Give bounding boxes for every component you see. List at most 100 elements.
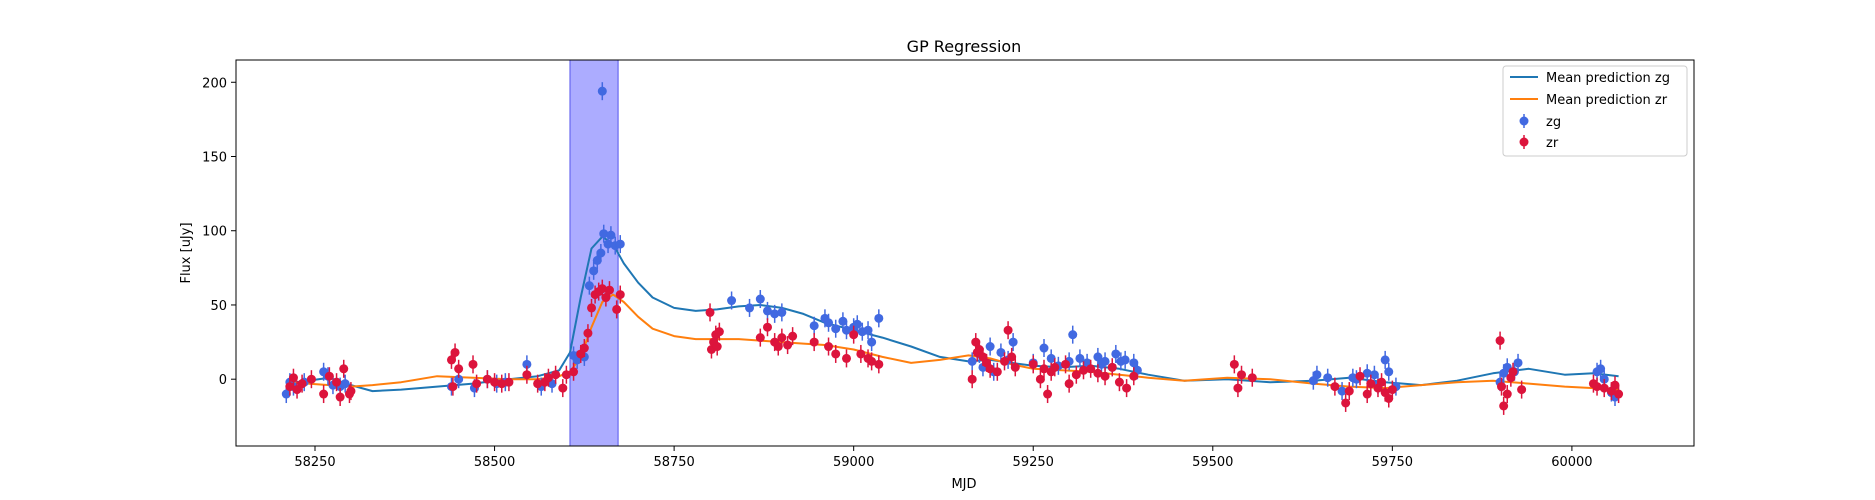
- data-point-zr: [558, 379, 568, 398]
- data-point-zr: [1039, 359, 1049, 378]
- data-point-zg: [589, 261, 599, 280]
- data-point-zr: [1035, 370, 1045, 389]
- data-point-zg: [996, 343, 1006, 362]
- data-point-zr: [612, 300, 622, 319]
- x-axis-label: MJD: [951, 477, 976, 492]
- data-point-zr: [346, 382, 356, 401]
- data-point-zg: [824, 313, 834, 332]
- data-point-zr: [1100, 367, 1110, 386]
- data-point-zr: [454, 359, 464, 378]
- data-point-zg: [745, 298, 755, 317]
- data-point-zg: [596, 244, 606, 262]
- data-point-zr: [867, 352, 877, 371]
- data-point-zr: [561, 365, 571, 384]
- data-point-zr: [285, 377, 295, 396]
- data-point-zr: [809, 333, 819, 352]
- data-point-zg: [1312, 365, 1322, 384]
- data-point-zr: [1610, 376, 1620, 395]
- data-point-zr: [1366, 374, 1376, 393]
- data-point-zr: [841, 349, 851, 368]
- data-point-zr: [579, 339, 589, 358]
- data-point-zg: [727, 291, 737, 310]
- data-point-zr: [788, 327, 798, 346]
- data-point-zr: [497, 374, 507, 393]
- data-point-zr: [1229, 355, 1239, 374]
- data-point-zr: [297, 374, 307, 393]
- data-point-zr: [1233, 379, 1243, 398]
- data-point-zr: [1592, 377, 1602, 396]
- data-point-zr: [450, 343, 460, 362]
- plot-area: [281, 59, 1624, 447]
- data-point-zr: [1517, 380, 1527, 399]
- data-point-zr: [831, 344, 841, 363]
- data-point-zr: [587, 298, 597, 317]
- data-point-zg: [1362, 364, 1372, 383]
- data-point-zr: [1079, 361, 1089, 380]
- data-point-zr: [335, 388, 345, 407]
- data-point-zr: [306, 370, 316, 389]
- data-point-zr: [597, 279, 607, 298]
- data-point-zr: [1086, 359, 1096, 378]
- data-point-zr: [1000, 352, 1010, 371]
- data-point-zr: [762, 318, 772, 337]
- data-point-zr: [448, 377, 458, 396]
- data-point-zr: [1499, 396, 1509, 415]
- data-point-zr: [967, 370, 977, 389]
- data-point-zr: [1495, 331, 1505, 350]
- data-point-zr: [615, 285, 625, 304]
- data-point-zr: [1061, 355, 1071, 374]
- data-point-zg: [1513, 353, 1523, 372]
- chart-title: GP Regression: [907, 37, 1022, 56]
- data-point-zr: [324, 367, 334, 386]
- data-point-zg: [841, 321, 851, 340]
- data-point-zr: [1508, 362, 1518, 381]
- legend: Mean prediction zg Mean prediction zr zg…: [1502, 65, 1688, 157]
- data-point-zr: [1129, 367, 1139, 386]
- data-point-zg: [985, 337, 995, 356]
- x-tick-label: 59500: [1192, 455, 1233, 470]
- data-point-zr: [1071, 365, 1081, 384]
- legend-label-mean-zr: Mean prediction zr: [1546, 93, 1668, 108]
- data-point-zr: [1028, 355, 1038, 374]
- data-point-zr: [712, 337, 722, 356]
- y-tick-label: 100: [202, 225, 227, 240]
- data-point-zr: [777, 328, 787, 347]
- series-points-zr: [285, 279, 1624, 415]
- data-point-zr: [288, 368, 298, 387]
- data-point-zr: [522, 365, 532, 384]
- data-point-zr: [1355, 367, 1365, 386]
- x-tick-label: 58750: [653, 455, 694, 470]
- x-tick-label: 58500: [474, 455, 515, 470]
- x-tick-label: 59250: [1013, 455, 1054, 470]
- y-tick-label: 50: [210, 299, 227, 314]
- data-point-zr: [1344, 382, 1354, 401]
- data-point-zg: [1384, 362, 1394, 381]
- data-point-zr: [332, 373, 342, 392]
- data-point-zr: [482, 370, 492, 389]
- data-point-zr: [604, 281, 614, 300]
- data-point-zr: [1050, 358, 1060, 377]
- data-point-zr: [1387, 380, 1397, 399]
- data-point-zr: [1599, 379, 1609, 398]
- data-point-zg: [606, 226, 616, 245]
- y-tick-label: 150: [202, 151, 227, 166]
- x-tick-label: 58250: [294, 455, 335, 470]
- data-point-zr: [504, 373, 514, 392]
- y-tick-label: 200: [202, 76, 227, 91]
- x-tick-label: 59000: [833, 455, 874, 470]
- data-point-zr: [992, 362, 1002, 381]
- data-point-zr: [824, 337, 834, 356]
- legend-label-zg: zg: [1546, 115, 1561, 130]
- data-point-zg: [1008, 333, 1018, 352]
- data-point-zg: [1120, 350, 1130, 369]
- data-point-zg: [1323, 368, 1333, 387]
- data-point-zg: [777, 303, 787, 322]
- data-point-zg: [838, 312, 848, 331]
- legend-label-zr: zr: [1546, 136, 1559, 151]
- data-point-zr: [1107, 358, 1117, 377]
- data-point-zr: [714, 322, 724, 341]
- x-axis: 58250 58500 58750 59000 59250 59500 59750 60000: [294, 446, 1593, 470]
- legend-box: [1502, 65, 1688, 157]
- data-point-zr: [1377, 373, 1387, 392]
- data-point-zr: [490, 373, 500, 392]
